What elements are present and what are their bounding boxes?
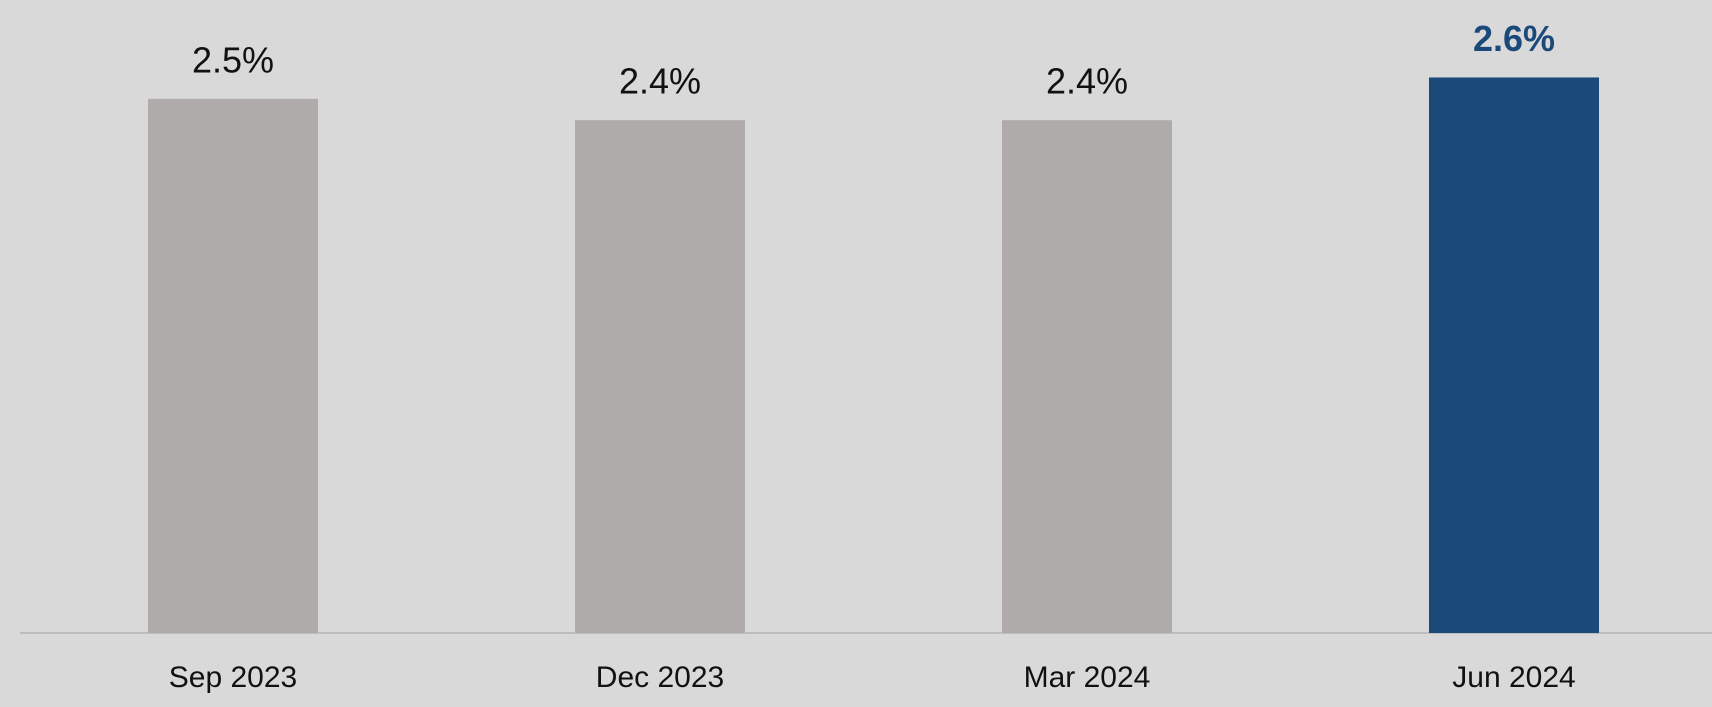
value-label: 2.6% [1473, 18, 1555, 59]
x-tick-label: Mar 2024 [1024, 661, 1151, 694]
x-tick-label: Sep 2023 [169, 661, 297, 694]
bar [575, 120, 745, 633]
bar [148, 98, 318, 634]
bar [1002, 120, 1172, 633]
x-tick-label: Jun 2024 [1452, 661, 1575, 694]
value-label: 2.4% [1046, 61, 1128, 102]
bar [1429, 77, 1599, 633]
x-tick-label: Dec 2023 [596, 661, 724, 694]
value-label: 2.4% [619, 61, 701, 102]
value-label: 2.5% [192, 39, 274, 80]
